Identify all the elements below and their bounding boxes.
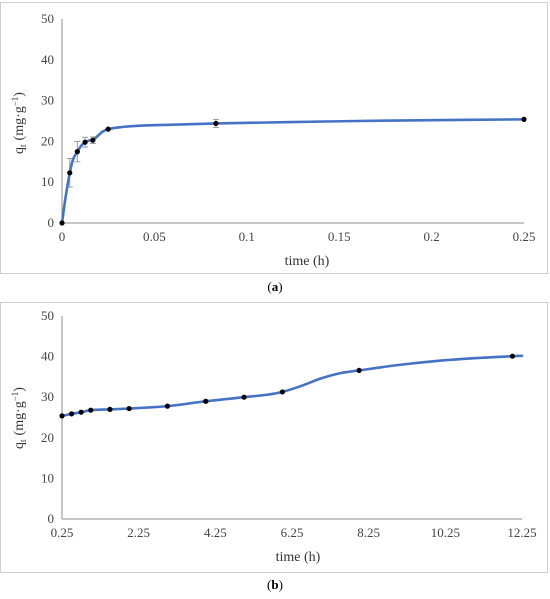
- data-point: [279, 389, 286, 395]
- y-tick-label: 10: [41, 174, 54, 189]
- data-point: [521, 116, 527, 122]
- chart-panel-b: 0.25 2.25 4.25 6.25 8.25 10.25 12.25 0 10 20 30 40 5…: [0, 302, 548, 573]
- y-tick-label: 10: [41, 470, 54, 485]
- data-point: [126, 405, 132, 412]
- panel-a-fitted-curve: [60, 118, 526, 225]
- panel-a-caption: (a): [267, 279, 282, 294]
- y-tick-label: 50: [41, 11, 54, 26]
- data-point: [78, 409, 84, 415]
- x-tick-label: 10.25: [431, 525, 460, 540]
- x-tick-label: 0.2: [423, 229, 439, 244]
- x-tick-label: 0.1: [239, 229, 255, 244]
- data-point: [203, 398, 209, 404]
- panel-a-y-axis-title: qt (mg·g−1): [10, 92, 28, 154]
- x-tick-label: 6.25: [281, 525, 304, 540]
- panel-b-ylabel-sub: t: [18, 439, 28, 442]
- panel-b-y-axis-title: qt (mg·g−1): [10, 387, 28, 449]
- data-point: [59, 220, 65, 226]
- panel-a-ylabel-close: ): [12, 92, 27, 97]
- y-tick-label: 20: [41, 430, 54, 445]
- panel-a-ylabel-units: (mg·g: [12, 106, 27, 140]
- x-tick-label: 0: [59, 229, 66, 244]
- data-point: [59, 413, 65, 419]
- data-point: [356, 367, 362, 374]
- panel-a-ylabel-sup: −1: [10, 97, 20, 107]
- panel-b-x-axis-title: time (h): [276, 550, 321, 565]
- panel-b-data-points: [59, 353, 516, 419]
- panel-a-data-points: [59, 116, 527, 226]
- x-tick-label: 0.25: [513, 229, 536, 244]
- panel-b-ylabel-units: (mg·g: [12, 401, 27, 435]
- panel-a-ylabel-q: q: [12, 147, 27, 154]
- panel-a-x-axis-title: time (h): [285, 254, 330, 269]
- panel-b-tick-labels: 0.25 2.25 4.25 6.25 8.25 10.25 12.25 0 10 20 30 40 5…: [41, 308, 537, 540]
- data-point: [90, 137, 96, 143]
- data-point: [68, 411, 75, 417]
- panel-a-ylabel-sub: t: [18, 144, 28, 147]
- data-point: [74, 149, 80, 155]
- y-tick-label: 0: [48, 215, 55, 230]
- data-point: [67, 170, 73, 176]
- data-point: [213, 120, 219, 127]
- y-tick-label: 30: [41, 389, 54, 404]
- y-tick-label: 0: [48, 511, 55, 526]
- data-point: [82, 139, 88, 145]
- panel-a-tick-labels: 0 0.05 0.1 0.15 0.2 0.25 0 10 20 30 40 50: [41, 11, 535, 244]
- panel-b-caption: (b): [267, 577, 283, 592]
- panel-a-frame: [0, 2, 548, 274]
- y-tick-label: 20: [41, 133, 54, 148]
- y-tick-label: 40: [41, 349, 54, 364]
- data-point: [88, 407, 94, 413]
- data-point: [509, 353, 516, 359]
- panel-b-ylabel-q: q: [12, 442, 27, 449]
- data-point: [241, 394, 247, 400]
- y-tick-label: 40: [41, 52, 54, 67]
- x-tick-label: 2.25: [127, 525, 150, 540]
- y-tick-label: 50: [41, 308, 54, 323]
- x-tick-label: 12.25: [507, 525, 536, 540]
- x-tick-label: 8.25: [357, 525, 380, 540]
- y-tick-label: 30: [41, 93, 54, 108]
- x-tick-label: 0.25: [51, 525, 74, 540]
- data-point: [105, 126, 111, 132]
- panel-b-frame: [0, 302, 548, 573]
- x-tick-label: 0.15: [328, 229, 351, 244]
- x-tick-label: 0.05: [143, 229, 166, 244]
- panel-b-ylabel-close: ): [12, 387, 27, 392]
- x-tick-label: 4.25: [204, 525, 227, 540]
- panel-b-ylabel-sup: −1: [10, 392, 20, 402]
- data-point: [107, 406, 113, 412]
- data-point: [164, 403, 171, 409]
